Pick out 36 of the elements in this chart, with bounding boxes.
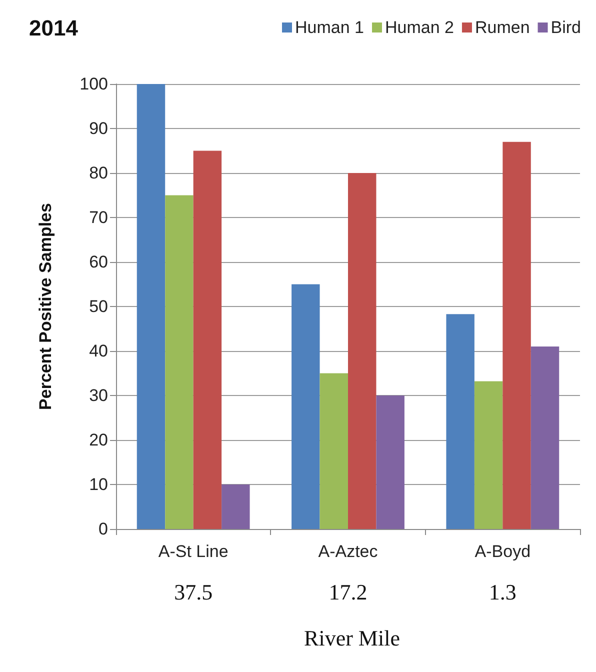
- legend-label: Human 2: [384, 18, 454, 37]
- text: 1.3: [488, 580, 516, 604]
- bar: [446, 314, 474, 529]
- text: 17.2: [328, 580, 368, 604]
- legend-label: Human 1: [295, 18, 364, 37]
- y-tick-label: 90: [89, 119, 108, 138]
- chart-title: 2014: [29, 16, 79, 40]
- legend-label: Rumen: [474, 18, 530, 37]
- y-tick-label: 60: [89, 252, 108, 272]
- text: 37.5: [174, 580, 213, 604]
- y-tick-label: 30: [89, 386, 108, 405]
- bar: [222, 484, 250, 529]
- bar: [348, 173, 376, 529]
- y-tick-label: 100: [80, 74, 108, 94]
- bar: [376, 396, 404, 529]
- y-tick-label: 50: [89, 297, 108, 316]
- x-tick-label: A-Boyd: [474, 542, 531, 561]
- x-tick-label: A-St Line: [158, 542, 228, 561]
- bar: [530, 346, 560, 529]
- y-tick-label: 40: [89, 342, 108, 360]
- legend-label: Bird: [550, 18, 582, 37]
- bar: [292, 284, 320, 529]
- bar: [136, 84, 166, 529]
- bar: [193, 150, 222, 529]
- y-tick-label: 20: [89, 430, 108, 450]
- y-tick-label: 0: [98, 520, 108, 538]
- y-tick-label: 70: [89, 208, 108, 227]
- y-tick-label: 10: [89, 475, 108, 494]
- bar: [320, 373, 348, 529]
- y-tick-label: 80: [89, 164, 108, 182]
- x-tick-label: A-Aztec: [318, 542, 378, 561]
- y-axis-title: Percent Positive Samples: [36, 203, 55, 410]
- x-axis-title: River Mile: [304, 626, 400, 650]
- bar: [165, 195, 194, 529]
- bar: [474, 381, 503, 529]
- bar: [502, 142, 531, 529]
